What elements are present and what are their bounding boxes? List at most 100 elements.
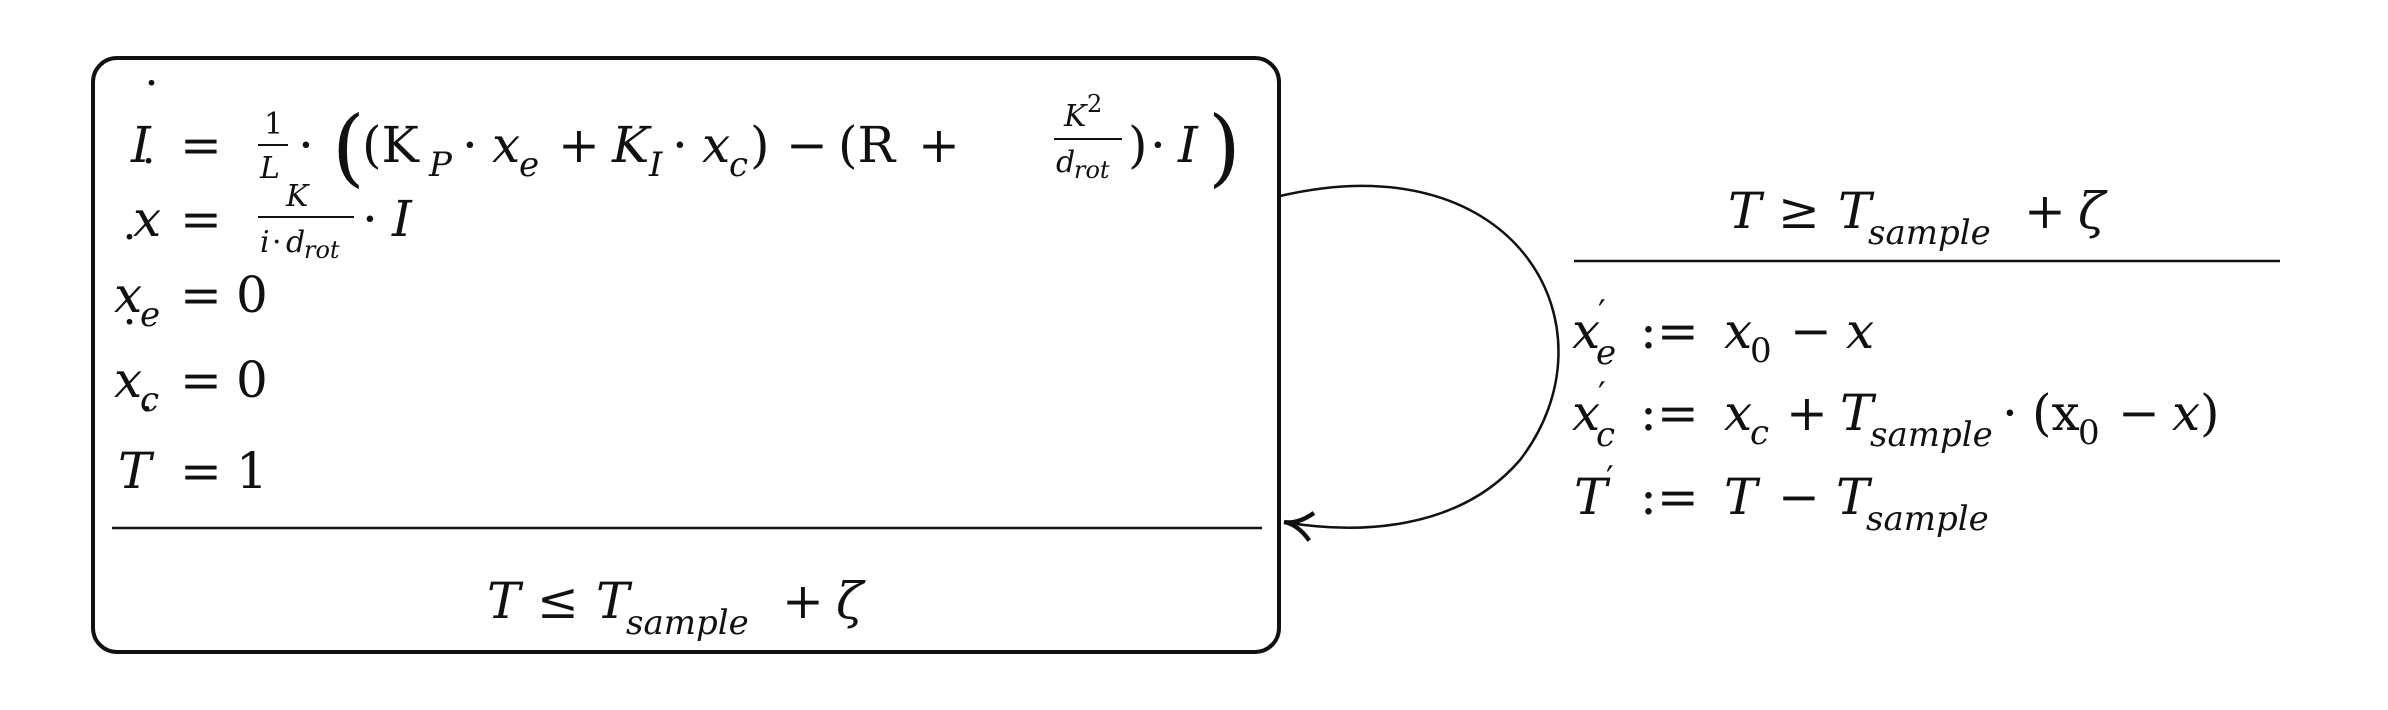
svg-text:′: ′ [1598, 293, 1606, 333]
svg-text::=: := [1640, 468, 1699, 526]
svg-text:(R: (R [838, 116, 897, 174]
svg-text:c: c [729, 145, 748, 185]
svg-text:·: · [298, 116, 314, 174]
svg-text:L: L [259, 151, 280, 186]
svg-text:x: x [702, 116, 730, 174]
svg-text:c: c [1596, 415, 1615, 455]
svg-text:˙: ˙ [134, 398, 159, 456]
svg-text:d: d [1056, 145, 1075, 180]
svg-text:′: ′ [1598, 375, 1606, 415]
svg-text::=: := [1640, 384, 1699, 442]
svg-text:·: · [2002, 384, 2018, 442]
svg-text:x: x [1724, 384, 1752, 442]
svg-text:I: I [648, 145, 663, 185]
flow-eq-time: T ˙ = 1 [118, 398, 268, 500]
svg-text:+: + [1786, 384, 1828, 442]
svg-text:0: 0 [236, 266, 268, 324]
svg-text:(: ( [332, 98, 365, 196]
svg-text:˙: ˙ [117, 226, 142, 284]
svg-text:e: e [140, 295, 160, 335]
svg-text:ζ: ζ [2078, 182, 2108, 240]
state-box [91, 56, 1281, 654]
svg-text:x: x [2172, 384, 2200, 442]
svg-text:T: T [487, 572, 524, 630]
svg-text:x: x [1572, 302, 1600, 360]
svg-text:c: c [140, 380, 159, 420]
reset-error: x ′ e := x 0 − x [1572, 293, 1874, 373]
svg-text:e: e [1596, 333, 1616, 373]
svg-text:sample: sample [1868, 213, 1991, 253]
svg-text:e: e [519, 145, 539, 185]
svg-text:ζ: ζ [836, 572, 866, 630]
svg-text:i: i [260, 225, 270, 260]
transition-resets: x ′ e := x 0 − x x ′ c := x c + T sample… [1572, 293, 2220, 539]
svg-text:): ) [1128, 116, 1148, 174]
svg-text:−: − [2118, 384, 2160, 442]
svg-text:−: − [1790, 302, 1832, 360]
svg-text:I: I [1177, 116, 1199, 174]
svg-text::=: := [1640, 302, 1699, 360]
svg-text:=: = [180, 266, 222, 324]
svg-text:1: 1 [264, 107, 283, 142]
svg-text:sample: sample [1866, 499, 1989, 539]
svg-text:=: = [180, 116, 222, 174]
flow-eq-cumulative: x ˙ c = 0 [114, 311, 268, 420]
svg-text:P: P [428, 145, 453, 185]
svg-text:): ) [2200, 384, 2220, 442]
svg-text:+: + [2024, 182, 2066, 240]
svg-text:I: I [391, 190, 413, 248]
svg-text:): ) [1208, 98, 1241, 196]
svg-text:K: K [611, 116, 652, 174]
svg-text:sample: sample [626, 603, 749, 643]
svg-text:=: = [180, 351, 222, 409]
flow-eq-current: I ˙ = 1 L · ( (K P · x e + K I · x c ) −… [130, 72, 1241, 196]
svg-text:(K: (K [362, 116, 421, 174]
svg-text:T: T [118, 442, 155, 500]
svg-text:·: · [462, 116, 478, 174]
svg-text:x: x [133, 190, 161, 248]
svg-text:·: · [272, 225, 282, 260]
reset-time: T ′ := T − T sample [1574, 459, 1989, 539]
flow-eq-error: x ˙ e = 0 [114, 226, 268, 335]
svg-text:sample: sample [1870, 415, 1993, 455]
svg-text:˙: ˙ [117, 311, 142, 369]
svg-text:d: d [286, 225, 305, 260]
reset-cumulative: x ′ c := x c + T sample · (x 0 − x ) [1572, 375, 2220, 455]
svg-text:x: x [114, 351, 142, 409]
svg-text:x: x [1724, 302, 1752, 360]
svg-text:T: T [1838, 182, 1875, 240]
svg-text:+: + [782, 572, 824, 630]
svg-text:T: T [1724, 468, 1761, 526]
flow-equations: I ˙ = 1 L · ( (K P · x e + K I · x c ) −… [114, 72, 1241, 500]
svg-text:≥: ≥ [1778, 182, 1820, 240]
svg-text:x: x [114, 266, 142, 324]
svg-text:=: = [180, 442, 222, 500]
svg-text:˙: ˙ [136, 150, 161, 208]
svg-text:rot: rot [1074, 156, 1110, 184]
transition-guard: T ≥ T sample + ζ [1728, 182, 2108, 253]
svg-text:−: − [1778, 468, 1820, 526]
svg-text:=: = [180, 190, 222, 248]
svg-text:K: K [285, 179, 310, 214]
svg-text:·: · [672, 116, 688, 174]
svg-text:(x: (x [2032, 384, 2080, 442]
svg-text:rot: rot [304, 236, 340, 264]
svg-text:˙: ˙ [139, 72, 164, 130]
svg-text:·: · [362, 190, 378, 248]
svg-text:x: x [492, 116, 520, 174]
svg-text:K: K [1063, 99, 1088, 134]
svg-text:T: T [1836, 468, 1873, 526]
svg-text:x: x [1572, 384, 1600, 442]
svg-text:I: I [130, 116, 152, 174]
svg-text:·: · [1150, 116, 1166, 174]
svg-text:T: T [1728, 182, 1765, 240]
svg-text:T: T [596, 572, 633, 630]
svg-text:0: 0 [2078, 413, 2100, 453]
svg-text:≤: ≤ [537, 572, 579, 630]
svg-text:+: + [558, 116, 600, 174]
svg-text:−: − [786, 116, 828, 174]
flow-eq-position: x ˙ = K i · d rot · I [133, 150, 413, 264]
svg-text:0: 0 [1750, 331, 1772, 371]
svg-text:T: T [1840, 384, 1877, 442]
